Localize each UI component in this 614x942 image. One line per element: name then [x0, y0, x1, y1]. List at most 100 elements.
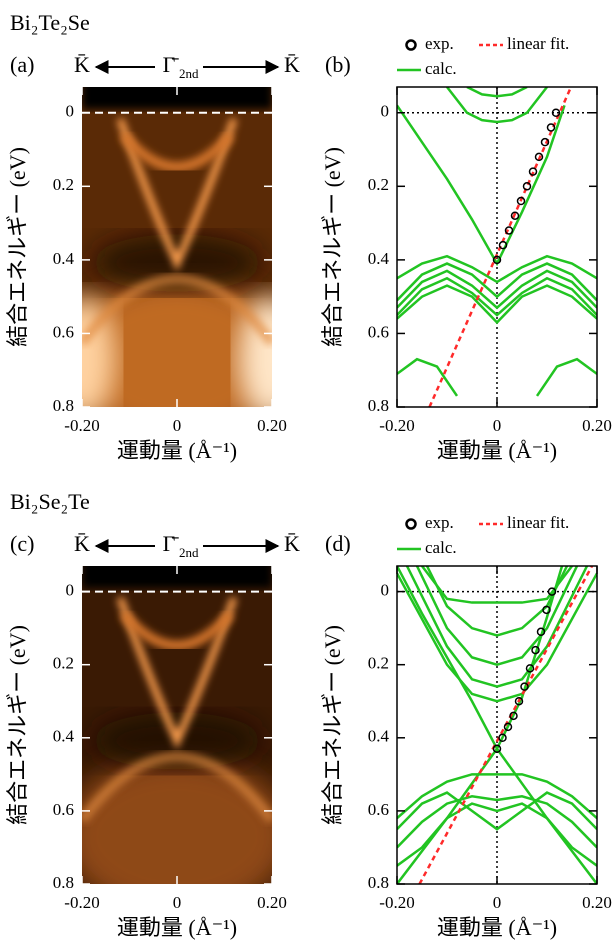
gamma-sub: 2nd — [179, 545, 199, 560]
exp-point — [514, 696, 524, 706]
exp-point — [492, 744, 502, 754]
x-axis-label: 運動量 (Å⁻¹) — [117, 438, 237, 463]
legend-swatch — [405, 39, 417, 51]
exp-point — [542, 605, 551, 615]
band — [82, 752, 272, 824]
x-tick-label: -0.20 — [64, 416, 99, 435]
calc-line — [466, 87, 528, 98]
y-tick-label: 0 — [381, 580, 390, 599]
calc-line — [397, 791, 597, 831]
panel-label: (b) — [325, 52, 351, 77]
exp-point — [503, 722, 513, 732]
legend-swatch — [405, 518, 417, 530]
exp-point — [534, 152, 544, 162]
calc-line — [421, 566, 573, 604]
calc-line — [446, 87, 548, 124]
plot-area — [397, 566, 597, 884]
calc-line — [397, 269, 597, 310]
y-tick-label: 0.8 — [368, 873, 389, 892]
k-label: K̄ — [74, 531, 90, 556]
panel: exp. linear fit. calc. 0 0.2 0.4 0.6 0.8-0.20 0 0… — [320, 34, 612, 463]
calc-line — [397, 276, 597, 317]
panel: exp. linear fit. calc. 0 0.2 0.4 0.6 0.8-0.20 0 0… — [320, 513, 612, 940]
band — [116, 596, 238, 750]
image-glow — [82, 756, 272, 884]
x-tick-label: 0 — [173, 893, 182, 912]
band — [119, 610, 235, 651]
y-tick-label: 0.2 — [368, 175, 389, 194]
fit-line — [418, 566, 594, 884]
y-tick-label: 0.6 — [368, 800, 389, 819]
y-tick-label: 0.2 — [53, 175, 74, 194]
image-glow — [82, 295, 117, 407]
calc-line — [397, 104, 566, 267]
calc-line — [397, 802, 597, 867]
exp-point — [498, 240, 508, 250]
y-tick-label: 0.6 — [53, 322, 74, 341]
x-tick-label: 0 — [173, 416, 182, 435]
calc-line — [397, 746, 597, 884]
y-tick-label: 0.4 — [53, 249, 75, 268]
plot-area — [82, 566, 272, 884]
exp-point — [492, 255, 502, 265]
panel-title: Bi₂Se₂Te — [10, 489, 90, 514]
band — [116, 117, 238, 272]
panel-title: Bi₂Te₂Se — [10, 10, 90, 35]
y-tick-label: 0.2 — [368, 654, 389, 673]
gamma-sub: 2nd — [179, 66, 199, 81]
calc-line — [397, 794, 597, 849]
exp-point — [540, 137, 550, 147]
image-top — [82, 566, 272, 588]
y-axis-label: 結合エネルギー (eV) — [320, 625, 345, 825]
legend-label: linear fit. — [507, 513, 569, 532]
exp-point — [531, 645, 540, 655]
gamma-label: Γ̄ — [163, 531, 180, 556]
x-axis-label: 運動量 (Å⁻¹) — [117, 915, 237, 940]
k-label: K̄ — [74, 52, 90, 77]
k-label: K̄ — [284, 531, 300, 556]
y-tick-label: 0.2 — [53, 654, 74, 673]
y-tick-label: 0.8 — [368, 396, 389, 415]
x-axis-label: 運動量 (Å⁻¹) — [437, 438, 557, 463]
exp-point — [525, 664, 535, 673]
x-tick-label: -0.20 — [64, 893, 99, 912]
exp-point — [520, 682, 529, 691]
plot-area — [397, 87, 597, 407]
calc-line — [397, 773, 597, 820]
exp-point — [522, 182, 532, 191]
exp-point — [510, 211, 520, 220]
y-tick-label: 0.8 — [53, 396, 74, 415]
panel-label: (a) — [10, 52, 34, 77]
image-glow — [237, 295, 272, 407]
exp-point — [504, 226, 514, 235]
calc-line — [397, 357, 459, 397]
exp-point — [528, 167, 538, 176]
plot-area — [82, 87, 272, 407]
calc-line — [535, 357, 597, 397]
calc-line — [397, 284, 597, 325]
y-tick-label: 0.4 — [53, 727, 75, 746]
calc-line — [397, 254, 597, 284]
y-tick-label: 0 — [66, 102, 75, 121]
k-label: K̄ — [284, 52, 300, 77]
exp-point — [546, 123, 556, 132]
exp-point — [551, 108, 561, 117]
y-axis-label: 結合エネルギー (eV) — [5, 147, 30, 347]
y-tick-label: 0.6 — [368, 322, 389, 341]
calc-line — [415, 566, 579, 666]
y-tick-label: 0.4 — [368, 727, 390, 746]
legend-label: linear fit. — [507, 34, 569, 53]
x-tick-label: -0.20 — [379, 893, 414, 912]
y-tick-label: 0.4 — [368, 249, 390, 268]
x-tick-label: -0.20 — [379, 416, 414, 435]
y-tick-label: 0 — [66, 580, 75, 599]
x-tick-label: 0.20 — [582, 416, 612, 435]
exp-point — [498, 733, 507, 743]
legend-label: calc. — [425, 538, 457, 557]
y-tick-label: 0.8 — [53, 873, 74, 892]
gamma-label: Γ̄ — [163, 52, 180, 77]
legend-label: exp. — [425, 513, 454, 532]
x-tick-label: 0.20 — [257, 893, 287, 912]
exp-point — [516, 196, 526, 206]
